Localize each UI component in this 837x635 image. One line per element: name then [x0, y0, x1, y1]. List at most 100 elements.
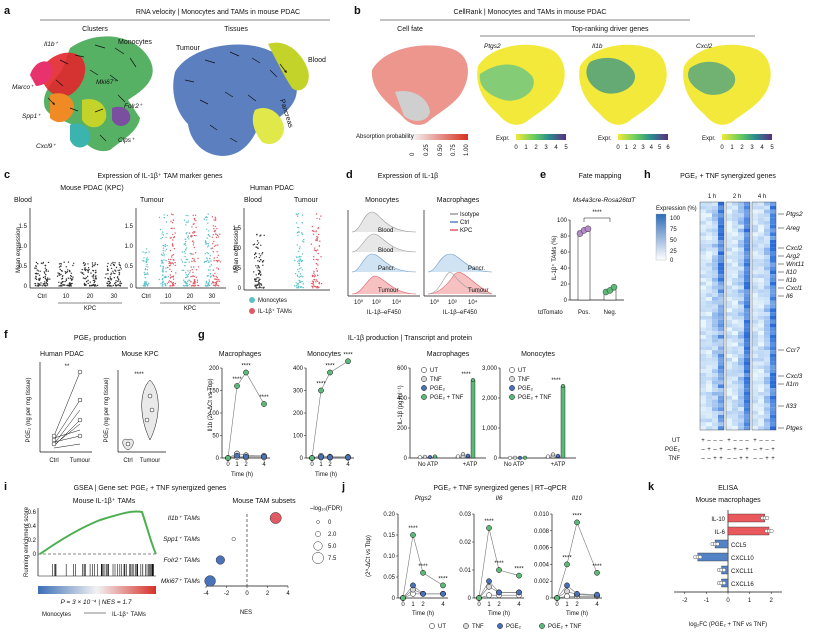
- c-point: [258, 256, 261, 259]
- j-chart-1-ytick: 0.01: [459, 568, 471, 574]
- c-point: [115, 270, 117, 272]
- c-point: [215, 218, 217, 220]
- c-point: [320, 282, 323, 285]
- h-sign-tnf: –: [707, 456, 711, 462]
- g-leg2-tnf: TNF: [518, 377, 530, 383]
- h-cell: [738, 418, 744, 423]
- h-cell: [732, 251, 738, 256]
- h-cell: [712, 259, 718, 263]
- c-point: [58, 266, 61, 268]
- c-point: [315, 239, 317, 241]
- c-point: [217, 254, 220, 256]
- h-cell: [726, 224, 732, 229]
- c-point: [94, 272, 97, 274]
- j-chart-0-ytick: 0.05: [383, 575, 395, 581]
- c-point: [163, 214, 165, 216]
- f-pair-lines: [53, 371, 81, 449]
- c-point: [60, 282, 62, 285]
- c-point: [312, 233, 315, 235]
- h-cell: [726, 327, 732, 332]
- c-point: [106, 265, 109, 268]
- i-left-title: Mouse IL-1β⁺ TAMs: [73, 498, 136, 505]
- c-point: [262, 260, 265, 262]
- c-point: [59, 284, 62, 287]
- h-cell: [764, 209, 770, 214]
- c-point: [158, 216, 161, 219]
- j-chart-2-xlabel: Time (h): [566, 611, 588, 617]
- c-point: [190, 234, 192, 237]
- c-point: [94, 263, 96, 266]
- h-cell: [752, 259, 758, 263]
- label-mki67: Mki67⁺: [96, 79, 117, 86]
- h-cell: [770, 247, 776, 252]
- c-point: [35, 276, 37, 278]
- j-chart-0-xlabel: Time (h): [412, 611, 434, 617]
- h-cell: [700, 274, 706, 278]
- h-cell: [726, 350, 732, 354]
- c-point: [112, 270, 114, 272]
- c-point: [318, 233, 320, 236]
- h-cell: [770, 274, 776, 278]
- h-cell: [738, 274, 744, 278]
- expr-tick: 1: [625, 145, 629, 151]
- h-cell: [718, 399, 724, 404]
- c-point: [320, 215, 322, 217]
- c-point: [258, 277, 260, 279]
- h-cell: [764, 266, 770, 271]
- h-cell: [712, 376, 718, 381]
- c-point: [261, 253, 263, 255]
- h-cell: [744, 319, 750, 324]
- cell-fate-title: Cell fate: [397, 26, 423, 33]
- c-point: [299, 286, 301, 288]
- h-cell: [726, 278, 732, 282]
- c-point: [112, 284, 115, 287]
- h-cell: [700, 422, 706, 427]
- c-point: [296, 244, 298, 246]
- c-point: [320, 256, 322, 258]
- c-ytick-tumour: 0: [130, 284, 134, 290]
- c-point: [255, 274, 257, 276]
- h-cell: [744, 289, 750, 294]
- panel-g: g IL-1β production | Transcript and prot…: [198, 329, 576, 478]
- c-point: [184, 276, 187, 279]
- h-cell: [764, 312, 770, 316]
- c-point: [161, 278, 164, 281]
- c-point: [253, 243, 256, 245]
- d-row-1: Blood: [378, 228, 393, 234]
- c-point: [187, 280, 189, 282]
- c-point: [185, 233, 188, 235]
- h-cell: [770, 289, 776, 294]
- h-cell: [700, 293, 706, 297]
- d-row-4: Tumour: [378, 288, 398, 294]
- h-cell: [700, 251, 706, 256]
- h-cell: [770, 373, 776, 377]
- h-cell: [738, 308, 744, 313]
- c-point: [193, 281, 196, 283]
- h-cell: [718, 346, 724, 351]
- absorption-label: Absorption probability: [356, 134, 414, 140]
- h-cell: [700, 323, 706, 328]
- c-point: [186, 275, 189, 277]
- h-cell: [700, 319, 706, 324]
- i-dot-xtick: 2: [266, 591, 270, 597]
- g-macro-prot-bar-point: [433, 454, 438, 459]
- h-cell: [726, 232, 732, 237]
- h-cell: [758, 312, 764, 316]
- c-point: [91, 262, 94, 264]
- c-point: [257, 260, 259, 262]
- h-cell: [706, 414, 712, 419]
- i-ytick-3: 0.6: [28, 510, 37, 516]
- h-cell: [752, 205, 758, 210]
- panel-g-title: IL-1β production | Transcript and protei…: [348, 335, 472, 342]
- h-cell: [752, 217, 758, 221]
- c-point: [172, 214, 174, 216]
- h-cell: [732, 373, 738, 377]
- h-cell: [700, 414, 706, 419]
- c-point: [298, 259, 300, 261]
- e-ytick: 40: [560, 266, 567, 272]
- h-cell: [718, 285, 724, 290]
- h-cell: [758, 297, 764, 301]
- j-chart-1-series-line: [478, 527, 520, 599]
- gene-il1b: Il1b: [592, 43, 603, 50]
- g-mono-prot-ytick: 2,000: [482, 396, 498, 402]
